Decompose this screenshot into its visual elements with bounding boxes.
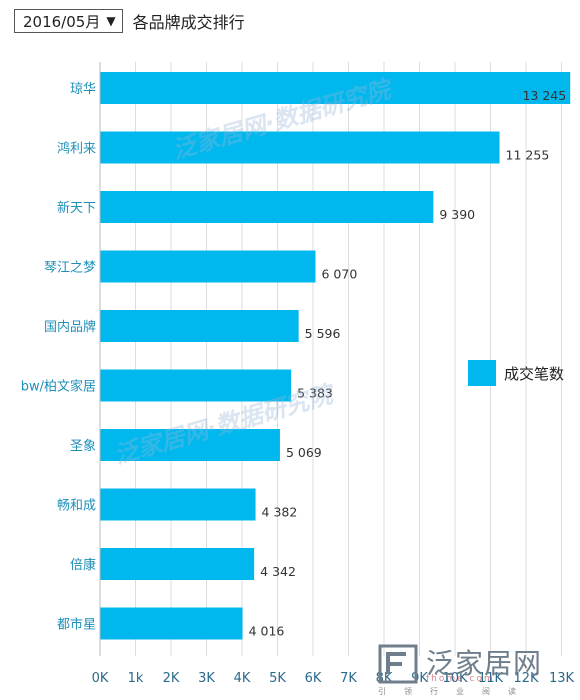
logo-url: fhome.com: [426, 674, 495, 684]
x-tick-label: 0K: [92, 671, 109, 686]
category-label: 都市星: [57, 617, 96, 633]
x-tick-label: 12K: [513, 671, 539, 686]
chart-title: 各品牌成交排行: [132, 13, 245, 32]
category-label: 鸿利来: [57, 141, 96, 157]
x-tick-label: 2K: [163, 671, 180, 686]
data-label: 5 069: [286, 445, 322, 460]
x-tick-label: 4K: [234, 671, 251, 686]
category-label: 畅和成: [57, 499, 96, 514]
data-label: 9 390: [439, 207, 475, 222]
x-tick-label: 1k: [128, 671, 144, 686]
x-tick-label: 10K: [442, 671, 468, 686]
category-label: 倍康: [70, 557, 96, 573]
x-tick-label: 13K: [549, 671, 575, 686]
logo-name: 泛家居网: [426, 647, 543, 680]
bar: [100, 72, 571, 104]
period-dropdown[interactable]: 2016/05月 ▼: [14, 9, 123, 33]
bar: [100, 250, 316, 283]
bar: [100, 191, 434, 223]
category-label: 琼华: [70, 82, 96, 97]
legend-label: 成交笔数: [504, 364, 565, 383]
data-label: 4 016: [249, 624, 285, 639]
bar: [100, 310, 299, 342]
data-label: 5 383: [297, 386, 333, 401]
chart-header: 2016/05月 ▼ 各品牌成交排行: [14, 8, 245, 34]
x-tick-label: 7K: [340, 671, 357, 686]
legend-swatch: [468, 360, 496, 386]
logo-mark-icon: [378, 644, 418, 684]
x-tick-label: 6K: [305, 671, 322, 686]
chevron-down-icon[interactable]: ▼: [106, 14, 116, 28]
data-label: 13 245: [522, 88, 566, 103]
x-tick-label: 5K: [269, 671, 286, 686]
legend: 成交笔数: [468, 360, 564, 386]
period-value: 2016/05月: [23, 12, 101, 31]
category-label: 新天下: [57, 200, 96, 216]
category-label: 圣象: [70, 439, 96, 454]
bar: [100, 488, 256, 521]
data-label: 6 070: [321, 267, 357, 282]
data-label: 5 596: [305, 326, 341, 341]
x-tick-label: 11K: [478, 671, 504, 686]
bar: [100, 131, 500, 164]
data-label: 4 382: [262, 505, 298, 520]
data-label: 11 255: [506, 148, 550, 163]
site-logo: 泛家居网 fhome.com 引领行业阅读: [378, 640, 574, 696]
x-tick-label: 3K: [198, 671, 215, 686]
category-label: 国内品牌: [44, 319, 96, 335]
category-label: bw/柏文家居: [21, 379, 96, 395]
bar: [100, 369, 292, 402]
data-label: 4 342: [260, 564, 296, 579]
category-label: 琴江之梦: [44, 261, 96, 276]
bar: [100, 607, 243, 640]
logo-slogan: 引领行业阅读: [378, 687, 534, 696]
bar: [100, 429, 280, 461]
bar: [100, 548, 255, 580]
